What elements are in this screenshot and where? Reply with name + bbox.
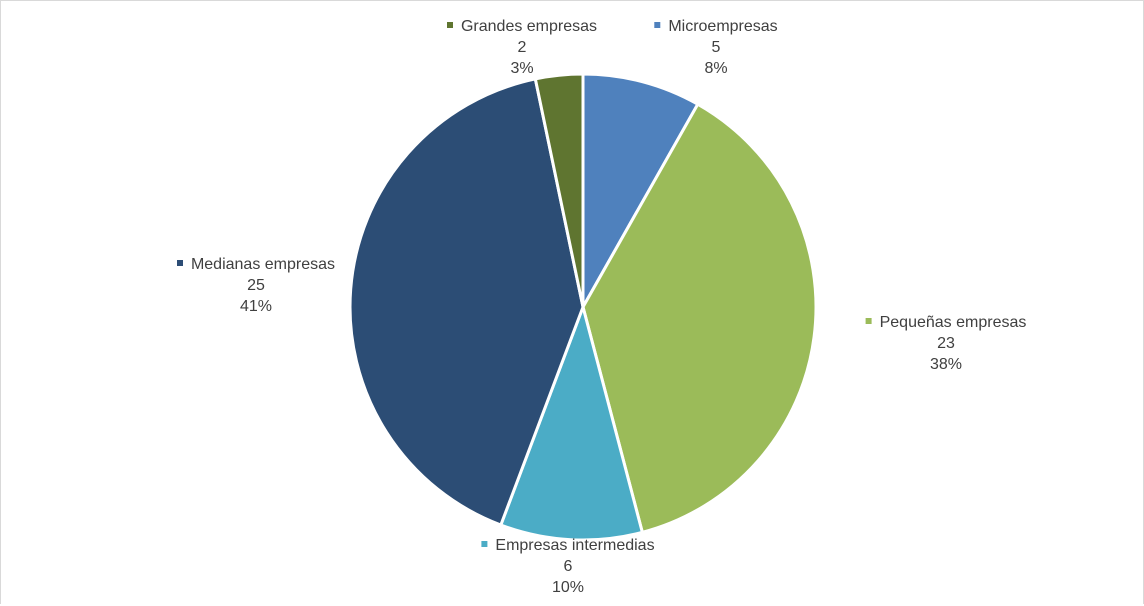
legend-key-swatch (654, 22, 661, 28)
data-label-category: Empresas intermedias (495, 537, 654, 554)
data-label-value: 25 (247, 277, 265, 294)
data-labels-layer: Microempresas 5 8% Pequeñas empresas 23 38% Em… (177, 18, 1026, 596)
data-label-empresas-intermedias: Empresas intermedias 6 10% (481, 537, 655, 596)
data-label-category: Microempresas (668, 18, 777, 35)
legend-key-swatch (177, 260, 183, 266)
data-label-percent: 10% (552, 579, 584, 596)
pie-slice-empresas-intermedias (499, 305, 644, 542)
data-label-percent: 41% (240, 298, 272, 315)
data-label-percent: 8% (704, 60, 727, 77)
data-label-category: Pequeñas empresas (880, 314, 1027, 331)
data-label-percent: 3% (510, 60, 533, 77)
pie-slice-grandes-empresas (533, 72, 585, 309)
legend-key-swatch (447, 22, 453, 28)
data-label-category: Grandes empresas (461, 18, 597, 35)
data-label-value: 6 (564, 558, 573, 575)
data-label-value: 5 (712, 39, 721, 56)
data-label-category: Medianas empresas (191, 256, 335, 273)
data-label-value: 23 (937, 335, 955, 352)
pie-slice-microempresas (581, 72, 700, 309)
legend-key-swatch (481, 541, 488, 547)
data-label-percent: 38% (930, 356, 962, 373)
data-label-microempresas: Microempresas 5 8% (654, 18, 778, 77)
pie-slice-medianas-empresas (348, 77, 585, 527)
legend-key-swatch (865, 318, 872, 324)
slices-layer (348, 72, 818, 542)
data-label-grandes-empresas: Grandes empresas 2 3% (447, 18, 597, 77)
data-label-pequenas-empresas: Pequeñas empresas 23 38% (865, 314, 1027, 373)
pie-slice-pequenas-empresas (581, 102, 818, 534)
data-label-value: 2 (518, 39, 527, 56)
data-label-medianas-empresas: Medianas empresas 25 41% (177, 256, 335, 315)
